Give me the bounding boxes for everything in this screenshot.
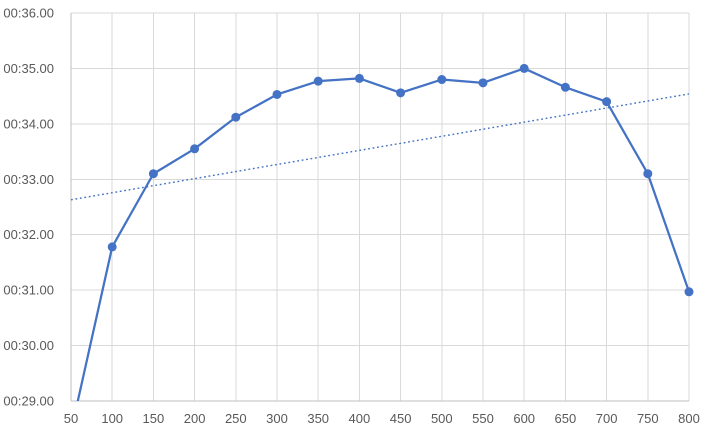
y-axis-tick-label: 00:31.00 (3, 283, 54, 298)
x-axis-tick-label: 450 (390, 411, 412, 426)
data-point-marker (231, 112, 241, 122)
x-axis-tick-label: 100 (101, 411, 123, 426)
y-axis-tick-label: 00:29.00 (3, 394, 54, 409)
x-axis-tick-label: 50 (64, 411, 78, 426)
x-axis-tick-label: 350 (307, 411, 329, 426)
x-axis-tick-label: 500 (431, 411, 453, 426)
data-point-marker (313, 76, 323, 86)
data-point-marker (684, 287, 694, 297)
series-line (76, 67, 689, 401)
x-axis-tick-label: 650 (555, 411, 577, 426)
data-point-marker (396, 88, 406, 98)
data-point-marker (190, 144, 200, 154)
y-axis-tick-label: 00:30.00 (3, 338, 54, 353)
data-point-marker (354, 73, 364, 83)
data-point-marker (272, 89, 282, 99)
x-axis-tick-label: 750 (637, 411, 659, 426)
x-axis-tick-label: 800 (678, 411, 700, 426)
y-axis-tick-label: 00:36.00 (3, 6, 54, 21)
y-axis-tick-label: 00:32.00 (3, 227, 54, 242)
x-axis-tick-label: 250 (225, 411, 247, 426)
data-point-marker (560, 82, 570, 92)
data-point-marker (643, 169, 653, 179)
data-point-marker (107, 242, 117, 252)
x-axis-tick-label: 550 (472, 411, 494, 426)
x-axis-tick-label: 600 (513, 411, 535, 426)
x-axis-tick-label: 150 (143, 411, 165, 426)
data-point-marker (602, 97, 612, 107)
x-axis-tick-label: 700 (596, 411, 618, 426)
data-point-marker (519, 63, 529, 73)
x-axis-tick-label: 200 (184, 411, 206, 426)
x-axis-tick-label: 300 (266, 411, 288, 426)
data-point-marker (478, 78, 488, 88)
y-axis-tick-label: 00:33.00 (3, 172, 54, 187)
trendline (71, 93, 689, 201)
y-axis-tick-label: 00:34.00 (3, 116, 54, 131)
data-point-marker (437, 75, 447, 85)
y-axis-tick-label: 00:35.00 (3, 61, 54, 76)
data-point-marker (148, 169, 158, 179)
x-axis-tick-label: 400 (349, 411, 371, 426)
